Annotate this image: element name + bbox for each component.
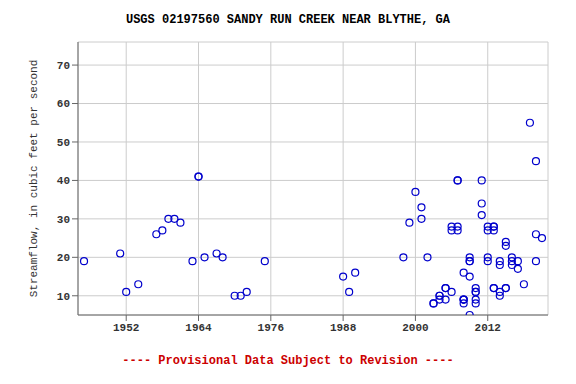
svg-text:1964: 1964	[185, 322, 212, 334]
svg-text:Streamflow, in cubic feet per: Streamflow, in cubic feet per second	[28, 60, 40, 298]
svg-text:40: 40	[57, 175, 70, 187]
svg-text:2000: 2000	[402, 322, 428, 334]
svg-text:1976: 1976	[258, 322, 284, 334]
svg-text:60: 60	[57, 98, 70, 110]
svg-text:1988: 1988	[330, 322, 357, 334]
svg-text:30: 30	[57, 214, 70, 226]
svg-text:10: 10	[57, 291, 70, 303]
html-text:---- Provisional Data Subject: ---- Provisional Data Subject to Revisio…	[122, 354, 454, 368]
svg-text:50: 50	[57, 137, 70, 149]
svg-text:20: 20	[57, 252, 70, 264]
svg-text:2012: 2012	[475, 322, 501, 334]
svg-text:1952: 1952	[113, 322, 139, 334]
svg-text:70: 70	[57, 60, 70, 72]
html-text:USGS 02197560 SANDY RUN CREEK: USGS 02197560 SANDY RUN CREEK NEAR BLYTH…	[126, 13, 450, 27]
